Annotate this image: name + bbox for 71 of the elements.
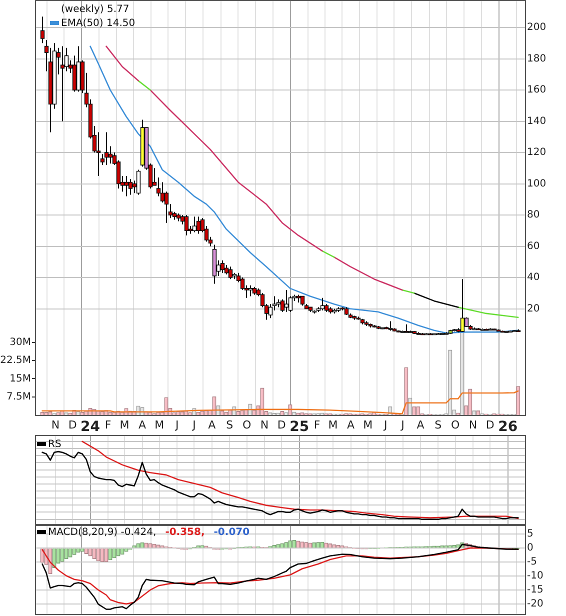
y-tick-label: 20 [527, 303, 540, 314]
y-tick-label: 200 [527, 22, 546, 34]
y-tick-label: 180 [527, 53, 546, 64]
y2-tick-label: 7.5M [6, 391, 31, 402]
legend-label: MACD(8,20,9) -0.424, [48, 527, 156, 538]
x-tick-label: M [120, 418, 130, 432]
y-tick-label: -5 [527, 556, 537, 568]
x-tick-label: A [347, 418, 355, 432]
x-tick-label: O [450, 418, 460, 432]
candlestick [40, 16, 45, 44]
x-tick-label: A [208, 418, 216, 432]
candlestick [300, 296, 305, 306]
candlestick [128, 178, 133, 196]
x-tick-label: D [68, 418, 77, 432]
annotation: -0.070 [214, 527, 250, 539]
x-tick-label: S [434, 418, 442, 432]
x-tick-label: O [242, 418, 252, 432]
y-tick-label: 160 [527, 84, 546, 96]
candlestick [248, 284, 253, 297]
x-tick-label: J [174, 418, 179, 432]
x-tick-label: N [260, 418, 269, 432]
candlestick [224, 264, 229, 275]
y-tick-label: 40 [527, 272, 540, 284]
candlestick [160, 182, 165, 204]
y-tick-label: -10 [527, 570, 544, 582]
candlestick [220, 260, 225, 274]
x-tick-label: F [314, 418, 320, 432]
y-tick-label: 80 [527, 210, 540, 221]
x-tick-label: D [486, 418, 494, 432]
x-tick-label: N [468, 418, 478, 432]
candlestick [136, 169, 141, 196]
x-tick-label: J [400, 418, 404, 432]
text: (weekly) 5.77 [61, 4, 130, 15]
text: -0.358, [165, 527, 205, 538]
y-tick-label: -20 [527, 598, 544, 610]
legend-label: EMA(50) 14.50 [61, 18, 136, 29]
y2-tick-label: 30M [10, 336, 31, 348]
y-tick-label: 140 [527, 116, 546, 127]
x-tick-label: M [363, 418, 373, 432]
candlestick [320, 297, 325, 311]
x-tick-label: M [328, 418, 338, 432]
y-tick-label: 60 [527, 240, 540, 252]
x-tick-label: F [104, 418, 112, 432]
y-tick-label: 5 [527, 528, 534, 540]
y-tick-label: -15 [527, 584, 544, 596]
candlestick [284, 290, 289, 312]
x-tick-label: J [382, 418, 388, 432]
y2-tick-label: 15M [10, 373, 31, 384]
candlestick [228, 266, 233, 280]
candlestick [104, 132, 109, 166]
x-tick-label: 25 [290, 419, 310, 436]
candlestick [196, 216, 201, 234]
x-tick-label: J [192, 418, 196, 432]
y-tick-label: 120 [527, 147, 546, 158]
y-tick-label: 100 [527, 178, 546, 190]
x-tick-label: A [138, 418, 146, 432]
candlestick [108, 146, 113, 164]
candlestick [184, 214, 189, 236]
candlestick [388, 320, 393, 332]
y-tick-label: 0 [527, 542, 534, 554]
x-tick-label: 24 [80, 419, 100, 436]
x-tick-label: S [226, 418, 234, 432]
x-tick-label: D [277, 418, 286, 432]
x-tick-label: M [154, 418, 164, 432]
x-tick-label: 26 [498, 419, 518, 436]
candlestick [192, 216, 197, 233]
legend-label: RS [48, 439, 62, 450]
x-tick-label: A [416, 418, 425, 432]
x-tick-label: N [51, 418, 60, 432]
y2-tick-label: 22.5M [0, 355, 31, 366]
candlestick [60, 46, 65, 122]
